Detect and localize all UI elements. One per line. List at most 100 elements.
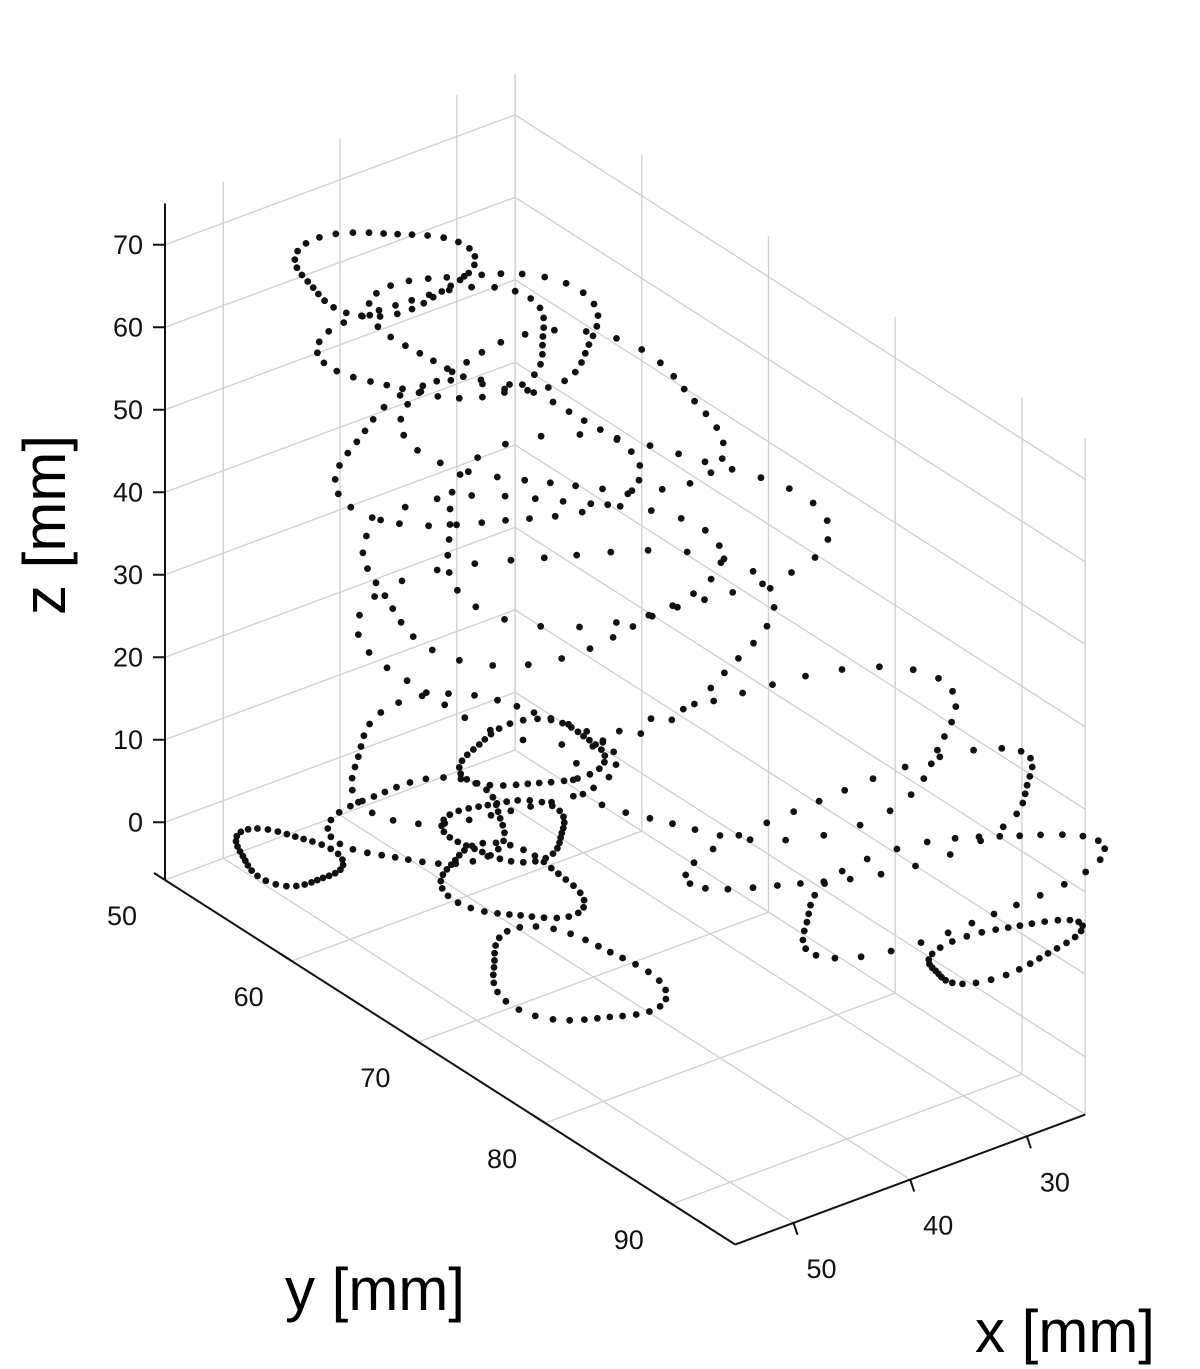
data-point: [302, 240, 310, 247]
data-point: [629, 623, 637, 630]
grid-line: [164, 691, 516, 823]
data-point: [401, 503, 409, 511]
data-point: [1016, 832, 1024, 840]
grid-line: [164, 114, 516, 246]
grid-line: [164, 609, 516, 741]
data-point: [440, 774, 447, 781]
data-point: [444, 551, 452, 559]
data-point: [928, 950, 936, 958]
data-point: [391, 853, 399, 861]
data-points: [232, 229, 1109, 1024]
data-point: [415, 820, 422, 828]
data-point: [581, 349, 589, 357]
data-point: [455, 764, 463, 771]
data-point: [1037, 831, 1044, 839]
z-tick-label: 70: [113, 230, 143, 260]
data-point: [970, 746, 977, 754]
data-point: [526, 797, 534, 804]
data-point: [645, 611, 653, 619]
data-point: [357, 743, 365, 750]
data-point: [447, 282, 455, 290]
grid-line: [164, 196, 516, 328]
z-tick-label: 60: [113, 312, 143, 342]
data-point: [799, 936, 807, 944]
data-point: [499, 782, 507, 789]
data-point: [414, 447, 421, 454]
grid-line: [514, 279, 1086, 645]
grid-line: [514, 749, 1086, 1116]
data-point: [448, 488, 456, 496]
data-point: [586, 645, 594, 652]
data-point: [491, 949, 498, 957]
data-point: [636, 462, 644, 469]
z-tick-label: 0: [128, 807, 143, 837]
data-point: [716, 832, 724, 839]
data-point: [749, 884, 757, 892]
grid-line: [514, 526, 1086, 893]
data-point: [1094, 837, 1102, 845]
data-point: [686, 480, 694, 487]
data-point: [349, 229, 357, 237]
data-point: [987, 976, 995, 984]
data-point: [336, 462, 343, 469]
data-point: [524, 661, 532, 669]
data-point: [803, 918, 811, 926]
data-point: [327, 845, 335, 853]
data-point: [535, 779, 543, 787]
data-point: [572, 482, 579, 490]
data-point: [383, 381, 391, 389]
data-point: [774, 882, 781, 889]
data-point: [501, 492, 509, 500]
data-point: [339, 861, 347, 869]
data-point: [440, 234, 448, 242]
data-point: [524, 386, 531, 394]
data-point: [233, 832, 241, 840]
data-point: [946, 851, 954, 858]
data-point: [612, 761, 620, 768]
data-point: [501, 385, 508, 393]
data-point: [766, 584, 774, 592]
data-point: [948, 979, 956, 987]
y-tick-label: 70: [360, 1063, 390, 1093]
data-point: [735, 831, 743, 839]
data-point: [691, 700, 698, 708]
data-point: [599, 739, 607, 746]
data-point: [521, 330, 529, 338]
data-point: [531, 1012, 539, 1020]
data-point: [344, 449, 352, 457]
data-point: [334, 850, 342, 858]
data-point: [1015, 966, 1023, 973]
data-point: [802, 672, 809, 680]
data-point: [532, 857, 539, 865]
data-point: [757, 474, 765, 482]
data-point: [1002, 971, 1010, 979]
data-point: [234, 843, 241, 850]
data-point: [647, 507, 655, 514]
data-point: [565, 913, 573, 920]
data-point: [518, 270, 526, 278]
data-point: [443, 866, 451, 873]
data-point: [494, 696, 501, 704]
data-point: [581, 1016, 588, 1023]
z-axis-title: z [mm]: [11, 435, 78, 615]
data-point: [721, 669, 728, 677]
data-point: [496, 815, 504, 822]
data-point: [802, 945, 810, 953]
data-point: [719, 439, 727, 447]
data-point: [348, 774, 356, 782]
data-point: [368, 809, 376, 817]
data-point: [655, 977, 663, 984]
data-point: [824, 536, 832, 543]
data-point: [471, 845, 478, 853]
data-point: [474, 454, 481, 461]
data-point: [763, 819, 771, 827]
data-point: [471, 560, 479, 567]
data-point: [838, 666, 846, 673]
data-point: [331, 476, 339, 483]
data-point: [637, 730, 645, 737]
data-point: [456, 276, 464, 284]
data-point: [422, 775, 430, 783]
data-point: [404, 856, 412, 863]
data-point: [713, 424, 721, 431]
data-point: [580, 903, 587, 911]
